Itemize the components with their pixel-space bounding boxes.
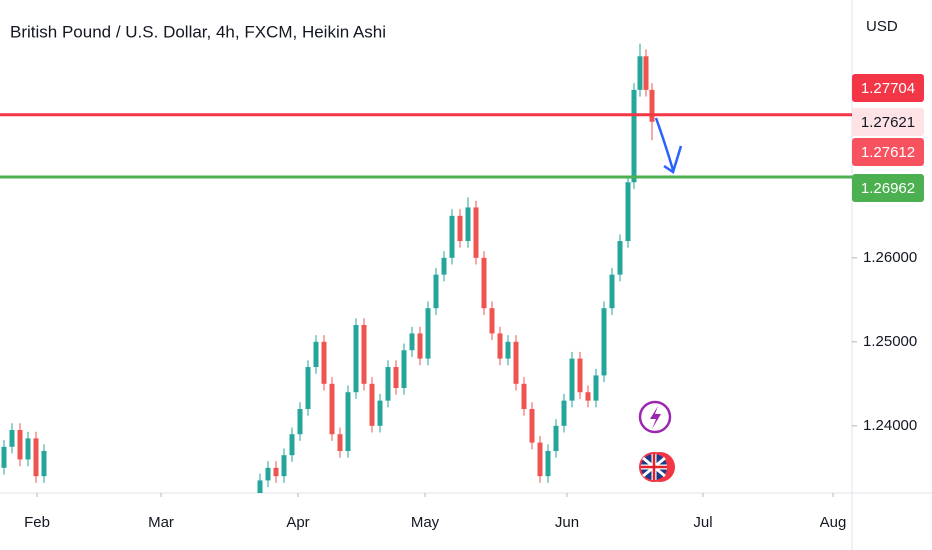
candle-body	[643, 56, 649, 90]
price-label-box	[852, 174, 924, 202]
candle-body	[617, 241, 623, 275]
y-tick-label: 1.26000	[863, 249, 917, 266]
arrow	[654, 117, 675, 171]
candle-body	[601, 308, 607, 376]
candle-body	[257, 480, 263, 493]
candle-body	[273, 467, 279, 477]
candle-body	[489, 308, 495, 334]
candle-body	[505, 341, 511, 359]
x-tick-label: May	[411, 514, 440, 531]
candle-body	[537, 442, 543, 477]
x-tick-label: Feb	[24, 514, 50, 531]
candle-body	[25, 438, 31, 460]
candle-body	[313, 341, 319, 368]
candle-body	[281, 455, 287, 477]
x-tick-label: Aug	[820, 514, 847, 531]
candle-body	[585, 392, 591, 401]
y-axis-label: USD	[866, 18, 898, 35]
flag-icon	[639, 452, 675, 482]
candle-body	[289, 434, 295, 456]
price-label: 1.27612	[861, 144, 915, 161]
arrow-head	[663, 145, 683, 174]
candle-body	[337, 434, 343, 452]
candle-body	[33, 438, 39, 477]
candle-body	[545, 451, 551, 477]
price-label-box	[852, 74, 924, 102]
candle-body	[329, 383, 335, 435]
candle-body	[385, 367, 391, 401]
candle-body	[521, 383, 527, 410]
candle-body	[17, 430, 23, 460]
candle-body	[305, 367, 311, 410]
candle-body	[425, 308, 431, 359]
price-label: 1.27621	[861, 114, 915, 131]
candle-body	[449, 215, 455, 258]
candle-body	[393, 367, 399, 389]
event-icon	[638, 400, 672, 434]
candle-body	[481, 257, 487, 309]
candle-body	[649, 89, 655, 122]
y-tick-label: 1.25000	[863, 333, 917, 350]
axes: 1.24000 1.25000 1.26000 Feb Mar Apr May Jun Jul A…	[24, 74, 924, 531]
candle-body	[473, 207, 479, 258]
candle-body	[529, 409, 535, 443]
candle-body	[345, 392, 351, 452]
candle-body	[297, 409, 303, 435]
candle-body	[609, 274, 615, 309]
candle-body	[561, 400, 567, 426]
candle-body	[417, 333, 423, 359]
candle-body	[9, 430, 15, 447]
candle-body	[369, 383, 375, 426]
candle-body	[321, 341, 327, 384]
candle-body	[265, 467, 271, 481]
candle-body	[465, 207, 471, 242]
candle-body	[553, 425, 559, 452]
plot-area	[0, 43, 852, 493]
candle-body	[41, 451, 47, 477]
candle-body	[513, 341, 519, 384]
candle-body	[569, 358, 575, 401]
candle-body	[497, 333, 503, 359]
x-tick-label: Mar	[148, 514, 174, 531]
price-label: 1.27704	[861, 80, 915, 97]
chart-title: British Pound / U.S. Dollar, 4h, FXCM, H…	[10, 22, 386, 41]
candle-body	[401, 350, 407, 389]
x-tick-label: Jun	[555, 514, 579, 531]
candle-body	[577, 358, 583, 393]
price-label-box	[852, 138, 924, 166]
price-label-box	[852, 108, 924, 136]
candle-body	[409, 333, 415, 351]
x-tick-label: Jul	[693, 514, 712, 531]
candle-body	[631, 89, 637, 183]
y-tick-label: 1.24000	[863, 417, 917, 434]
candle-body	[457, 215, 463, 242]
candle-body	[353, 325, 359, 393]
candle-body	[1, 446, 7, 468]
candle-body	[361, 325, 367, 384]
candle-body	[637, 56, 643, 90]
candle-body	[625, 182, 631, 242]
candle-body	[433, 274, 439, 309]
candle-body	[593, 375, 599, 401]
price-label: 1.26962	[861, 180, 915, 197]
candle-body	[377, 400, 383, 426]
x-tick-label: Apr	[286, 514, 309, 531]
candle-body	[441, 257, 447, 275]
